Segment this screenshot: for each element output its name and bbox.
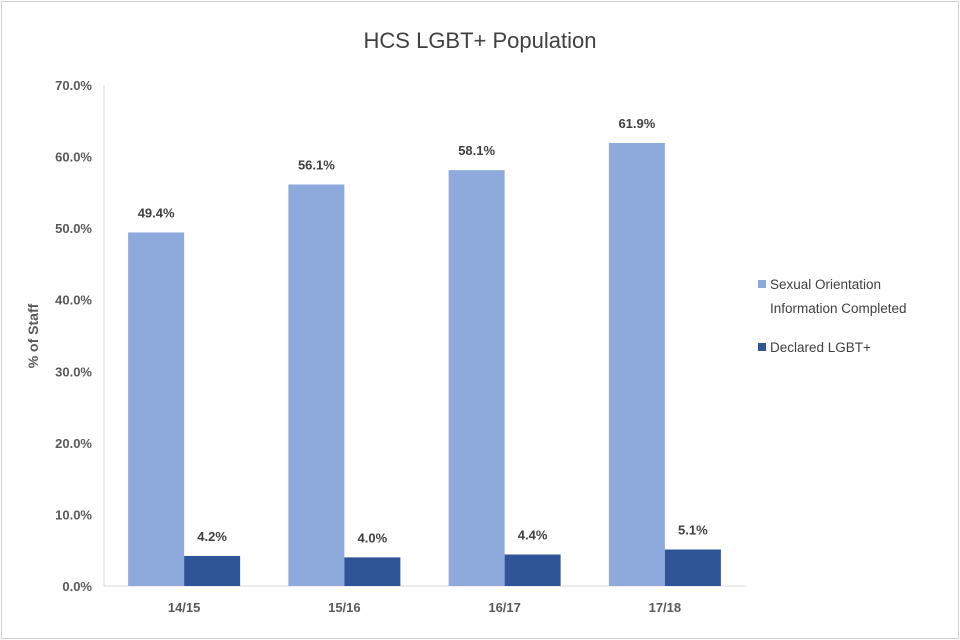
y-tick-label: 70.0% <box>55 78 92 93</box>
data-label: 61.9% <box>618 116 655 131</box>
y-tick-label: 10.0% <box>55 507 92 522</box>
y-tick-label: 40.0% <box>55 293 92 308</box>
bar-declared <box>504 554 561 586</box>
legend-swatch <box>758 280 766 288</box>
chart-title: HCS LGBT+ Population <box>364 28 597 53</box>
data-label: 5.1% <box>678 522 708 537</box>
x-tick-label: 14/15 <box>168 600 201 615</box>
y-tick-label: 0.0% <box>62 579 92 594</box>
bar-completed <box>608 142 665 587</box>
bar-completed <box>448 170 505 587</box>
x-tick-label: 17/18 <box>649 600 682 615</box>
legend-label: Declared LGBT+ <box>770 340 871 355</box>
legend-label: Sexual Orientation <box>770 277 881 292</box>
y-tick-label: 50.0% <box>55 221 92 236</box>
legend-label: Information Completed <box>770 301 907 316</box>
bar-completed <box>128 232 185 587</box>
data-label: 4.4% <box>518 528 548 543</box>
y-axis-label: % of Staff <box>25 303 41 368</box>
legend-swatch <box>758 343 766 351</box>
bar-declared <box>184 555 241 586</box>
data-label: 49.4% <box>138 205 175 220</box>
y-tick-label: 30.0% <box>55 364 92 379</box>
bar-declared <box>344 557 401 586</box>
data-label: 58.1% <box>458 143 495 158</box>
data-label: 56.1% <box>298 157 335 172</box>
y-tick-label: 20.0% <box>55 436 92 451</box>
bar-declared <box>664 549 721 586</box>
data-label: 4.2% <box>197 529 227 544</box>
bar-completed <box>288 184 345 586</box>
x-tick-label: 16/17 <box>488 600 521 615</box>
x-tick-label: 15/16 <box>328 600 361 615</box>
data-label: 4.0% <box>358 530 388 545</box>
y-tick-label: 60.0% <box>55 150 92 165</box>
